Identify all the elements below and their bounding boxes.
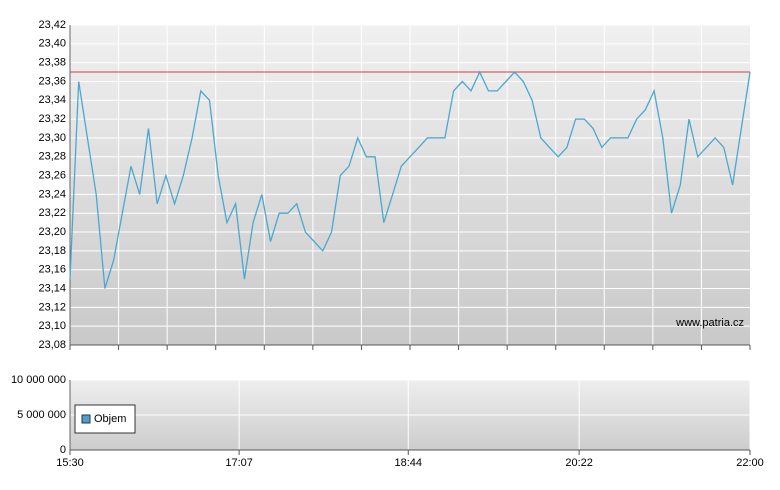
y-tick-label: 23,34 bbox=[38, 94, 66, 106]
y-tick-label: 23,42 bbox=[38, 19, 66, 31]
y-tick-label: 10 000 000 bbox=[11, 374, 66, 386]
y-tick-label: 23,20 bbox=[38, 226, 66, 238]
x-tick-label: 20:22 bbox=[565, 457, 593, 469]
x-tick-label: 15:30 bbox=[56, 457, 84, 469]
y-tick-label: 23,40 bbox=[38, 38, 66, 50]
y-tick-label: 23,14 bbox=[38, 282, 66, 294]
watermark: www.patria.cz bbox=[675, 317, 744, 329]
y-tick-label: 23,08 bbox=[38, 339, 66, 351]
y-tick-label: 0 bbox=[60, 444, 66, 456]
y-tick-label: 5 000 000 bbox=[17, 409, 66, 421]
y-tick-label: 23,30 bbox=[38, 132, 66, 144]
x-tick-label: 18:44 bbox=[394, 457, 422, 469]
x-tick-label: 17:07 bbox=[225, 457, 253, 469]
y-tick-label: 23,10 bbox=[38, 320, 66, 332]
legend-swatch bbox=[81, 414, 91, 424]
y-tick-label: 23,26 bbox=[38, 169, 66, 181]
price-line bbox=[69, 70, 751, 289]
y-tick-label: 23,36 bbox=[38, 75, 66, 87]
y-tick-label: 23,18 bbox=[38, 245, 66, 257]
y-tick-label: 23,12 bbox=[38, 301, 66, 313]
y-tick-label: 23,28 bbox=[38, 151, 66, 163]
y-tick-label: 23,24 bbox=[38, 188, 66, 200]
y-tick-label: 23,16 bbox=[38, 264, 66, 276]
y-tick-label: 23,32 bbox=[38, 113, 66, 125]
x-tick-label: 22:00 bbox=[736, 457, 764, 469]
y-tick-label: 23,22 bbox=[38, 207, 66, 219]
legend: Objem bbox=[74, 404, 136, 434]
y-tick-label: 23,38 bbox=[38, 57, 66, 69]
legend-label: Objem bbox=[94, 413, 126, 425]
